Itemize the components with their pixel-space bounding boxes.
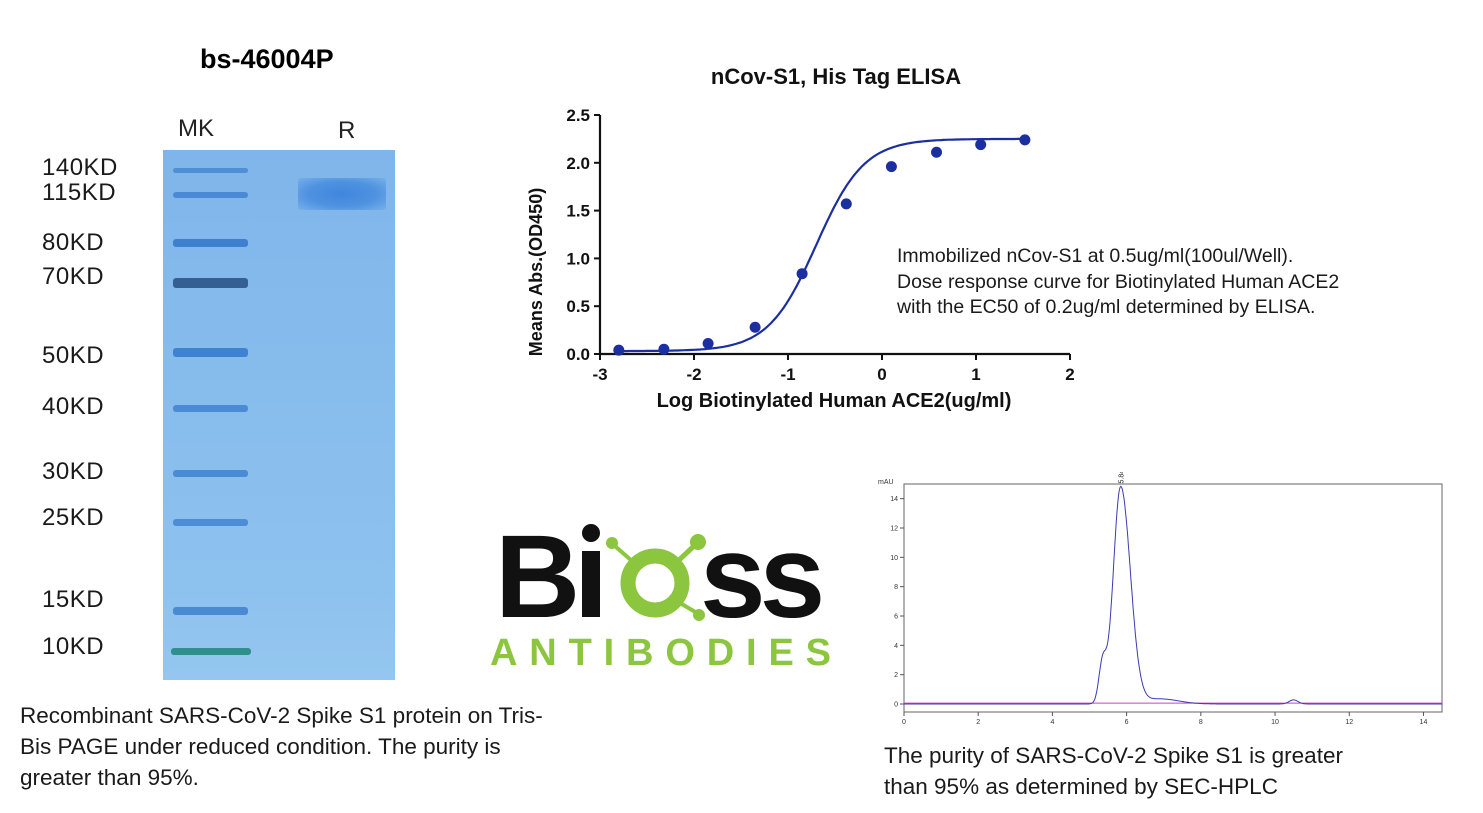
chart-title: nCov-S1, His Tag ELISA xyxy=(711,64,961,89)
x-tick-label: -3 xyxy=(592,365,607,384)
marker-label-25kd: 25KD xyxy=(42,504,105,531)
marker-band-140kd xyxy=(173,168,248,173)
product-id: bs-46004P xyxy=(200,44,334,74)
y-axis-label: Means Abs.(OD450) xyxy=(526,188,546,356)
marker-band-10kd xyxy=(171,648,251,655)
sds-page-gel-panel: MK R 140KD 115KD 80KD 70KD 50KD 40KD 30K… xyxy=(0,100,440,690)
marker-band-80kd xyxy=(173,239,248,247)
hplc-trace: 5.843 xyxy=(904,472,1442,705)
x-axis-label: Log Biotinylated Human ACE2(ug/ml) xyxy=(657,390,1012,412)
marker-band-30kd xyxy=(173,470,248,477)
hplc-caption: The purity of SARS-CoV-2 Spike S1 is gre… xyxy=(884,743,1343,799)
data-point xyxy=(931,146,943,158)
hplc-y-tick-label: 14 xyxy=(890,496,898,503)
data-point xyxy=(975,139,987,151)
x-tick-label: -1 xyxy=(780,365,795,384)
hplc-y-tick-label: 12 xyxy=(890,526,898,533)
hplc-y-tick-label: 4 xyxy=(894,643,898,650)
hplc-chart: mAU 0 2 4 6 8 10 12 14 0 2 4 6 8 10 12 14 5.843 xyxy=(878,472,1443,726)
data-point xyxy=(796,268,808,280)
marker-label-80kd: 80KD xyxy=(42,229,105,256)
hplc-x-tick-label: 6 xyxy=(1125,719,1129,726)
hplc-frame xyxy=(903,483,1443,713)
data-point xyxy=(749,321,761,333)
gel-image xyxy=(163,150,395,680)
gel-caption: Recombinant SARS-CoV-2 Spike S1 protein … xyxy=(20,703,543,790)
marker-band-115kd xyxy=(173,192,248,198)
hplc-x-tick-label: 12 xyxy=(1345,719,1353,726)
marker-band-15kd xyxy=(173,607,248,615)
hplc-signal xyxy=(904,485,1442,705)
logo-subtitle: ANTIBODIES xyxy=(490,632,840,674)
fit-curve xyxy=(618,137,1025,353)
hplc-x-tick-label: 0 xyxy=(902,719,906,726)
hplc-x-tick-label: 10 xyxy=(1271,719,1279,726)
x-tick-label: -2 xyxy=(686,365,701,384)
data-point xyxy=(1019,134,1031,146)
y-tick-label: 1.0 xyxy=(566,249,590,268)
sample-band-s1 xyxy=(298,178,386,210)
lane-label-mk: MK xyxy=(178,115,214,142)
data-point xyxy=(840,198,852,210)
y-tick-label: 2.0 xyxy=(566,154,590,173)
marker-label-30kd: 30KD xyxy=(42,458,105,485)
marker-label-140kd: 140KD xyxy=(42,154,118,181)
data-point xyxy=(658,343,670,355)
marker-label-15kd: 15KD xyxy=(42,586,105,613)
y-tick-label: 0.5 xyxy=(566,297,590,316)
y-tick-label: 0.0 xyxy=(566,345,590,364)
hplc-y-tick-label: 8 xyxy=(894,584,898,591)
hplc-y-tick-label: 0 xyxy=(894,702,898,709)
hplc-y-tick-label: 6 xyxy=(894,614,898,621)
axes: 0.0 0.5 1.0 1.5 2.0 2.5 -3 -2 -1 0 1 2 xyxy=(566,106,1074,384)
peak-label: 5.843 xyxy=(1119,472,1126,483)
data-point xyxy=(613,344,625,356)
marker-label-10kd: 10KD xyxy=(42,633,105,660)
marker-label-70kd: 70KD xyxy=(42,263,105,290)
marker-band-40kd xyxy=(173,405,248,412)
hplc-y-unit: mAU xyxy=(878,479,894,486)
fit-line xyxy=(618,137,1025,353)
hplc-x-tick-label: 2 xyxy=(976,719,980,726)
data-points xyxy=(613,134,1031,356)
hplc-x-tick-label: 8 xyxy=(1199,719,1203,726)
hplc-x-tick-label: 14 xyxy=(1420,719,1428,726)
elisa-note: Immobilized nCov-S1 at 0.5ug/ml(100ul/We… xyxy=(897,245,1340,318)
marker-label-115kd: 115KD xyxy=(42,179,117,206)
marker-band-25kd xyxy=(173,519,248,526)
x-tick-label: 2 xyxy=(1065,365,1074,384)
data-point xyxy=(885,161,897,173)
marker-label-50kd: 50KD xyxy=(42,342,105,369)
data-point xyxy=(702,337,714,349)
marker-band-70kd xyxy=(173,278,248,288)
lane-label-r: R xyxy=(338,117,356,144)
hplc-x-tick-label: 4 xyxy=(1050,719,1054,726)
svg-text:ss: ss xyxy=(700,515,821,643)
hplc-y-tick-label: 2 xyxy=(894,672,898,679)
y-tick-label: 1.5 xyxy=(566,202,590,221)
elisa-chart: nCov-S1, His Tag ELISA Means Abs.(OD450)… xyxy=(526,64,1075,412)
y-tick-label: 2.5 xyxy=(566,106,590,125)
x-tick-label: 1 xyxy=(971,365,980,384)
svg-text:B: B xyxy=(495,515,576,643)
x-tick-label: 0 xyxy=(877,365,886,384)
marker-band-50kd xyxy=(173,348,248,357)
hplc-axes: 0 2 4 6 8 10 12 14 0 2 4 6 8 10 12 14 xyxy=(890,483,1443,726)
hplc-y-tick-label: 10 xyxy=(890,555,898,562)
bioss-logo: B ss ANTIBODIES xyxy=(490,515,840,674)
marker-label-40kd: 40KD xyxy=(42,393,105,420)
